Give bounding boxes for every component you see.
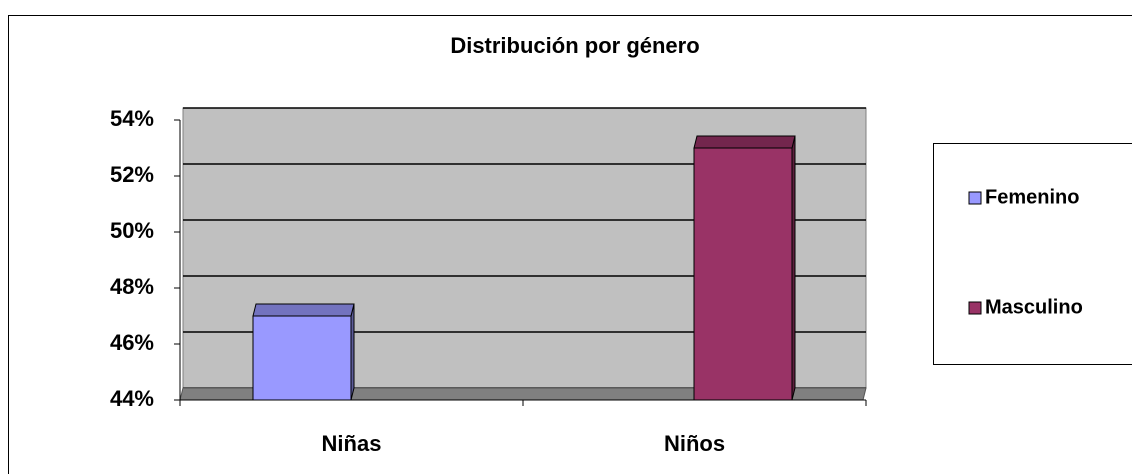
y-tick-label: 50% bbox=[110, 218, 154, 243]
y-tick-label: 54% bbox=[110, 106, 154, 131]
legend-label: Femenino bbox=[985, 186, 1079, 208]
x-tick-label: Niñas bbox=[322, 431, 382, 456]
y-tick-label: 48% bbox=[110, 274, 154, 299]
bar bbox=[693, 147, 793, 401]
bar-top bbox=[252, 303, 355, 317]
bar bbox=[252, 315, 352, 401]
x-tick-label: Niños bbox=[664, 431, 725, 456]
bar-top bbox=[693, 135, 796, 149]
y-tick-label: 46% bbox=[110, 330, 154, 355]
chart-title: Distribución por género bbox=[450, 33, 699, 58]
y-tick-label: 44% bbox=[110, 386, 154, 411]
legend-label: Masculino bbox=[985, 296, 1083, 318]
y-tick-label: 52% bbox=[110, 162, 154, 187]
legend-swatch bbox=[968, 191, 982, 205]
legend-box bbox=[933, 143, 1132, 365]
legend-swatch bbox=[968, 301, 982, 315]
